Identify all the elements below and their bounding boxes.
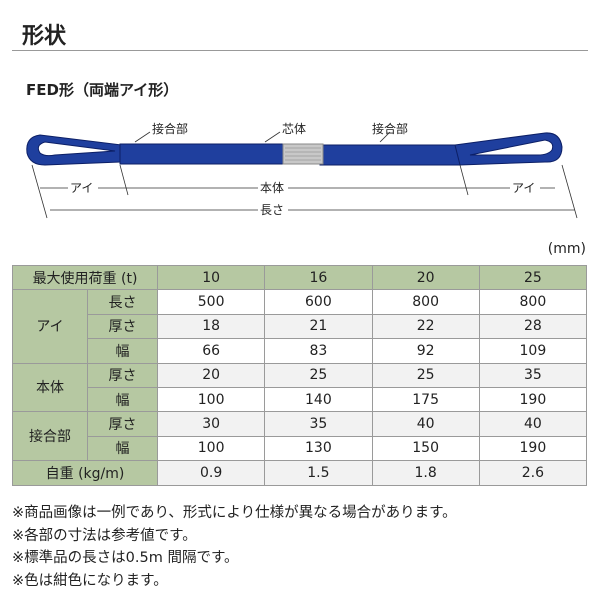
cell: 1.5: [264, 460, 373, 486]
cell: 109: [478, 338, 588, 364]
header-cell: 20: [371, 264, 480, 291]
subtitle: FED形（両端アイ形）: [26, 81, 179, 99]
weight-label: 自重 (kg/m): [12, 460, 158, 486]
cell: 18: [156, 313, 266, 340]
cell: 21: [264, 313, 373, 340]
table-row: 自重 (kg/m) 0.9 1.5 1.8 2.6: [12, 460, 588, 486]
label-eye-right: アイ: [512, 181, 535, 195]
cell: 100: [156, 386, 266, 413]
unit-label: (mm): [547, 241, 586, 257]
label-eye-left: アイ: [70, 181, 93, 195]
cell: 2.6: [478, 460, 588, 486]
cell: 175: [371, 386, 480, 413]
row-label: 厚さ: [87, 362, 158, 388]
notes: ※商品画像は一例であり、形式により仕様が異なる場合があります。 ※各部の寸法は参…: [12, 502, 457, 592]
cell: 25: [371, 362, 480, 388]
cell: 28: [478, 313, 588, 340]
note: ※商品画像は一例であり、形式により仕様が異なる場合があります。: [12, 505, 457, 521]
cell: 190: [478, 386, 588, 413]
header-cell: 16: [264, 264, 373, 291]
cell: 600: [264, 289, 373, 315]
cell: 30: [156, 411, 266, 437]
spec-table: 最大使用荷重 (t) 10 16 20 25 アイ 長さ 500 600 800 800 …: [12, 264, 588, 486]
cell: 22: [371, 313, 480, 340]
table-row: 厚さ 18 21 22 28: [13, 313, 588, 340]
group-label: 本体: [12, 362, 88, 413]
table-row: 幅 66 83 92 109: [13, 338, 588, 364]
cell: 35: [478, 362, 588, 388]
label-length: 長さ: [260, 203, 284, 217]
table-header-row: 最大使用荷重 (t) 10 16 20 25: [12, 264, 588, 291]
table-row: 幅 100 130 150 190: [13, 435, 588, 462]
cell: 190: [478, 435, 588, 462]
cell: 800: [371, 289, 480, 315]
sling-diagram: 接合部 芯体 接合部 アイ 本体 アイ 長さ: [26, 121, 578, 219]
divider: [12, 50, 588, 51]
cell: 1.8: [371, 460, 480, 486]
note: ※各部の寸法は参考値です。: [12, 527, 197, 544]
row-label: 厚さ: [87, 411, 158, 437]
core: [282, 143, 324, 165]
cell: 20: [156, 362, 266, 388]
page-title: 形状: [22, 24, 67, 49]
cell: 83: [264, 338, 373, 364]
label-joint-left: 接合部: [152, 121, 188, 136]
group-label: 接合部: [12, 411, 88, 462]
cell: 500: [156, 289, 266, 315]
label-body: 本体: [260, 181, 284, 195]
cell: 100: [156, 435, 266, 462]
row-label: 長さ: [87, 289, 158, 315]
note: ※色は紺色になります。: [12, 572, 168, 589]
cell: 0.9: [156, 460, 266, 486]
cell: 800: [478, 289, 588, 315]
table-row: 接合部 厚さ 30 35 40 40: [12, 411, 588, 462]
table-row: 本体 厚さ 20 25 25 35: [12, 362, 588, 413]
row-label: 厚さ: [87, 313, 158, 340]
cell: 25: [264, 362, 373, 388]
cell: 40: [478, 411, 588, 437]
header-cell: 10: [156, 264, 266, 291]
group-label: アイ: [12, 289, 88, 364]
cell: 130: [264, 435, 373, 462]
cell: 150: [371, 435, 480, 462]
header-cell: 25: [478, 264, 588, 291]
row-label: 幅: [87, 435, 158, 462]
label-joint-right: 接合部: [372, 121, 408, 136]
cell: 66: [156, 338, 266, 364]
table-row: 幅 100 140 175 190: [13, 386, 588, 413]
cell: 35: [264, 411, 373, 437]
cell: 40: [371, 411, 480, 437]
cell: 140: [264, 386, 373, 413]
label-core: 芯体: [282, 122, 306, 136]
row-label: 幅: [87, 338, 158, 364]
table-row: アイ 長さ 500 600 800 800: [12, 289, 588, 364]
row-label: 幅: [87, 386, 158, 413]
header-label: 最大使用荷重 (t): [12, 264, 158, 291]
note: ※標準品の長さは0.5m 間隔です。: [12, 550, 239, 566]
cell: 92: [371, 338, 480, 364]
